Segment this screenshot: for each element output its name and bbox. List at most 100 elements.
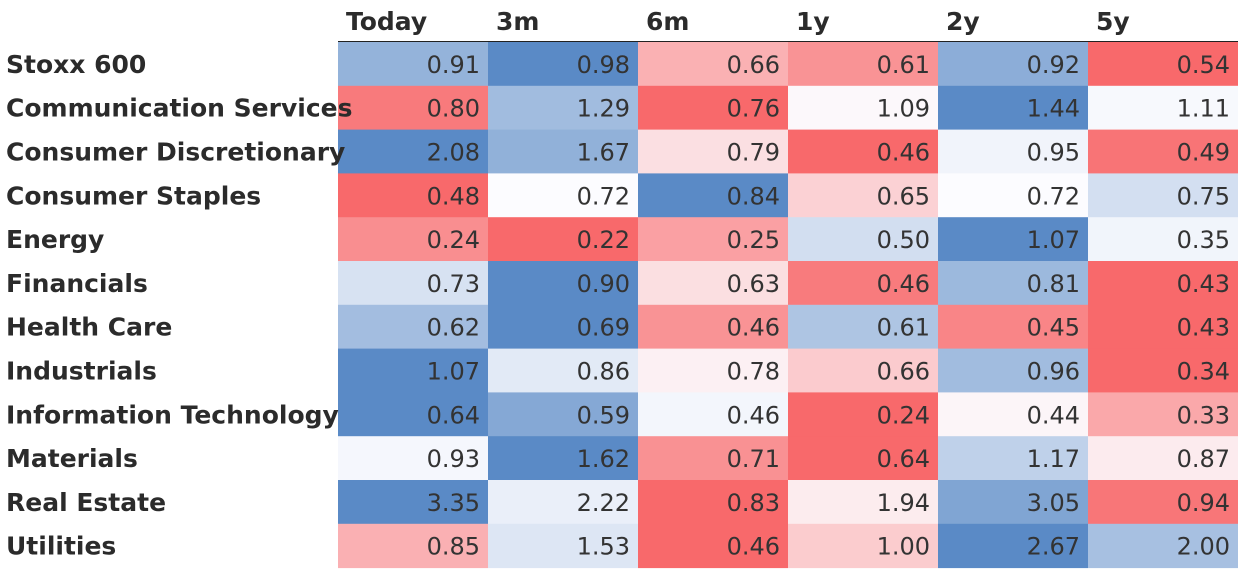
cell-health-care-6m — [638, 304, 788, 350]
cell-stoxx-600-today — [338, 42, 488, 87]
cell-value: 2.22 — [577, 489, 630, 517]
cell-real-estate-3m — [488, 480, 638, 525]
cell-information-technology-3m — [488, 392, 638, 437]
row-label-communication-services: Communication Services — [6, 94, 352, 123]
cell-information-technology-5y — [1088, 392, 1238, 437]
cell-value: 0.80 — [427, 95, 480, 123]
cell-value: 0.90 — [577, 270, 630, 298]
cell-value: 0.22 — [577, 226, 630, 254]
column-header-3m: 3m — [496, 7, 539, 36]
cell-real-estate-2y — [938, 480, 1088, 525]
cell-value: 1.94 — [877, 489, 930, 517]
cell-value: 0.96 — [1027, 358, 1080, 386]
cell-value: 1.17 — [1027, 445, 1080, 473]
cell-financials-today — [338, 261, 488, 306]
cell-industrials-3m — [488, 348, 638, 393]
cell-value: 0.63 — [727, 270, 780, 298]
cell-value: 1.67 — [577, 139, 630, 167]
cell-energy-6m — [638, 217, 788, 262]
cell-health-care-5y — [1088, 304, 1238, 350]
cell-materials-1y — [788, 436, 938, 481]
cell-value: 0.61 — [877, 314, 930, 342]
cell-value: 0.93 — [427, 445, 480, 473]
row-label-stoxx-600: Stoxx 600 — [6, 50, 146, 79]
cell-industrials-6m — [638, 348, 788, 393]
cell-consumer-discretionary-2y — [938, 129, 1088, 174]
cell-value: 0.69 — [577, 314, 630, 342]
cell-value: 0.46 — [727, 401, 780, 429]
cell-value: 0.35 — [1177, 226, 1230, 254]
cell-value: 0.46 — [727, 533, 780, 561]
cell-materials-today — [338, 436, 488, 481]
cell-utilities-today — [338, 523, 488, 569]
cell-energy-5y — [1088, 217, 1238, 262]
cell-value: 0.43 — [1177, 314, 1230, 342]
cell-value: 0.64 — [877, 445, 930, 473]
cell-health-care-2y — [938, 304, 1088, 350]
cell-utilities-2y — [938, 523, 1088, 569]
cell-value: 0.61 — [877, 51, 930, 79]
cell-stoxx-600-1y — [788, 42, 938, 87]
cell-communication-services-today — [338, 85, 488, 131]
cell-energy-3m — [488, 217, 638, 262]
cell-consumer-staples-3m — [488, 173, 638, 218]
cell-value: 0.54 — [1177, 51, 1230, 79]
cell-value: 0.83 — [727, 489, 780, 517]
cell-information-technology-6m — [638, 392, 788, 437]
cell-value: 0.66 — [877, 358, 930, 386]
row-label-real-estate: Real Estate — [6, 488, 166, 517]
column-header-5y: 5y — [1096, 7, 1130, 36]
cell-value: 0.46 — [877, 139, 930, 167]
row-label-consumer-discretionary: Consumer Discretionary — [6, 138, 345, 167]
cell-communication-services-2y — [938, 85, 1088, 131]
cell-value: 0.59 — [577, 401, 630, 429]
heatmap-cells: 0.91 0.98 0.66 0.61 0.92 0.54 0.80 1.29 0.76 1.09… — [338, 42, 1238, 569]
cell-industrials-5y — [1088, 348, 1238, 393]
cell-materials-5y — [1088, 436, 1238, 481]
cell-value: 0.91 — [427, 51, 480, 79]
cell-consumer-discretionary-1y — [788, 129, 938, 174]
cell-energy-2y — [938, 217, 1088, 262]
cell-value: 0.45 — [1027, 314, 1080, 342]
row-label-utilities: Utilities — [6, 532, 116, 561]
cell-value: 1.00 — [877, 533, 930, 561]
cell-value: 0.66 — [727, 51, 780, 79]
row-labels: Stoxx 600 Communication Services Consumer … — [6, 50, 352, 561]
cell-communication-services-6m — [638, 85, 788, 131]
cell-value: 0.24 — [877, 401, 930, 429]
cell-information-technology-today — [338, 392, 488, 437]
cell-consumer-staples-5y — [1088, 173, 1238, 218]
cell-value: 0.98 — [577, 51, 630, 79]
cell-value: 0.62 — [427, 314, 480, 342]
cell-energy-1y — [788, 217, 938, 262]
row-label-industrials: Industrials — [6, 357, 157, 386]
cell-value: 0.79 — [727, 139, 780, 167]
cell-stoxx-600-2y — [938, 42, 1088, 87]
cell-value: 0.48 — [427, 182, 480, 210]
row-label-consumer-staples: Consumer Staples — [6, 181, 261, 210]
cell-materials-2y — [938, 436, 1088, 481]
cell-financials-2y — [938, 261, 1088, 306]
column-header-6m: 6m — [646, 7, 689, 36]
cell-value: 0.81 — [1027, 270, 1080, 298]
cell-consumer-discretionary-today — [338, 129, 488, 174]
column-headers: Today 3m 6m 1y 2y 5y — [346, 7, 1130, 36]
cell-value: 0.71 — [727, 445, 780, 473]
cell-value: 3.35 — [427, 489, 480, 517]
cell-communication-services-5y — [1088, 85, 1238, 131]
cell-value: 1.11 — [1177, 95, 1230, 123]
cell-industrials-2y — [938, 348, 1088, 393]
row-label-energy: Energy — [6, 225, 104, 254]
cell-consumer-discretionary-5y — [1088, 129, 1238, 174]
cell-value: 2.08 — [427, 139, 480, 167]
cell-real-estate-today — [338, 480, 488, 525]
cell-value: 0.78 — [727, 358, 780, 386]
cell-value: 1.53 — [577, 533, 630, 561]
cell-value: 0.43 — [1177, 270, 1230, 298]
cell-stoxx-600-5y — [1088, 42, 1238, 87]
cell-consumer-staples-2y — [938, 173, 1088, 218]
cell-value: 0.24 — [427, 226, 480, 254]
cell-industrials-1y — [788, 348, 938, 393]
cell-value: 0.25 — [727, 226, 780, 254]
